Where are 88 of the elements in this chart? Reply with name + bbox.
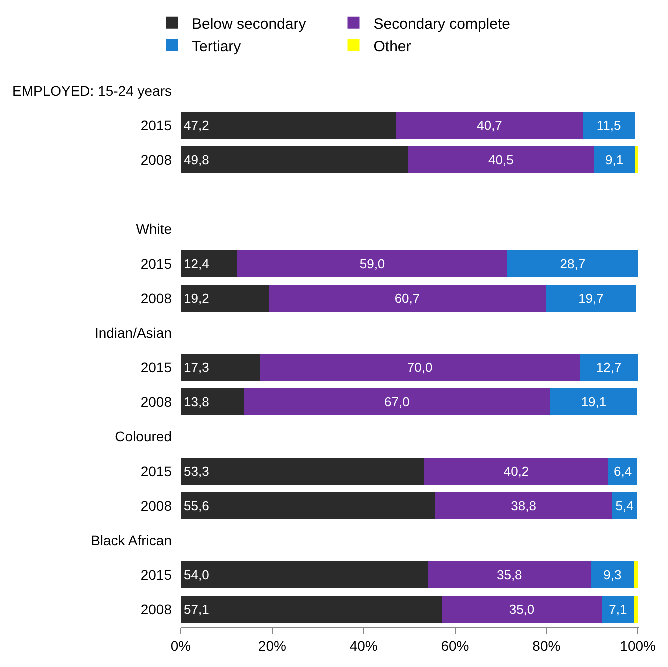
bar [507,250,639,278]
data-label: 35,0 [509,602,535,618]
y-tick-label: EMPLOYED: 15-24 years [12,82,172,99]
data-label: 12,7 [596,360,622,376]
data-label: 55,6 [184,498,210,514]
bar [424,458,608,485]
bar [634,562,638,589]
data-label: 12,4 [184,256,210,272]
bar [408,146,594,174]
x-tick-label: 60% [441,638,470,654]
y-tick-label: Indian/Asian [94,324,172,341]
bar [612,492,638,520]
bar [546,284,636,312]
bar [181,596,442,624]
data-label: 17,3 [184,360,210,376]
data-label: 59,0 [360,256,386,272]
data-label: 40,2 [504,464,530,479]
bar [181,492,436,520]
y-tick-label: 2008 [140,498,172,514]
bar [428,562,592,589]
bar [435,492,612,520]
x-tick-label: 100% [620,638,656,654]
y-tick-label: 2008 [140,602,172,618]
data-label: 49,8 [184,152,210,168]
data-label: 5,4 [616,498,634,514]
legend-label: Secondary complete [374,16,510,33]
data-label: 19,2 [184,290,210,306]
y-tick-label: Coloured [115,428,172,445]
bar [181,388,244,416]
bar [635,146,638,174]
data-label: 67,0 [384,394,410,410]
bar [634,596,638,624]
data-label: 6,4 [614,464,632,479]
bar [181,112,397,140]
data-label: 9,3 [604,568,622,583]
data-label: 40,7 [477,118,502,134]
data-label: 40,5 [488,152,514,168]
y-tick-label: 2015 [140,567,172,584]
data-label: 54,0 [184,568,210,583]
data-label: 38,8 [511,498,536,514]
data-label: 28,7 [560,256,586,272]
y-tick-label: 2008 [140,290,172,306]
x-tick-label: 0% [170,638,192,654]
data-label: 60,7 [394,290,420,306]
legend-label: Other [374,38,412,56]
bar [238,250,508,278]
bar [268,284,546,312]
y-tick-label: 2015 [140,256,172,272]
bar [181,562,428,589]
y-tick-label: White [136,221,172,238]
bar [602,596,634,624]
y-tick-label: Black African [91,532,172,548]
data-label: 9,1 [606,152,624,168]
data-label: 47,2 [184,118,210,134]
bar [442,596,602,624]
data-label: 19,7 [578,290,604,306]
bar [580,354,638,382]
data-label: 11,5 [596,118,622,134]
x-tick-label: 80% [532,638,561,654]
bar [396,112,583,140]
bar [181,354,260,382]
data-label: 35,8 [496,568,522,583]
legend-label: Below secondary [192,16,307,33]
bar [591,562,634,589]
bar [244,388,550,416]
y-tick-label: 2015 [140,463,172,480]
x-tick-label: 40% [350,638,378,654]
data-label: 57,1 [184,602,210,618]
bar [181,146,409,174]
bar [550,388,638,416]
data-label: 7,1 [609,602,628,618]
data-label: 19,1 [581,394,607,410]
bar [181,284,269,312]
y-tick-label: 2015 [140,117,172,134]
legend-label: Tertiary [192,38,242,56]
bar [260,354,580,382]
y-tick-label: 2008 [140,394,172,410]
bar [594,146,636,174]
y-tick-label: 2015 [140,360,172,376]
x-tick-label: 20% [258,638,286,654]
data-label: 13,8 [184,394,210,410]
y-tick-label: 2008 [140,152,172,168]
bar [181,458,425,485]
data-label: 70,0 [407,360,433,376]
bar [608,458,638,485]
bar [582,112,636,140]
bar [181,250,238,278]
data-label: 53,3 [184,464,210,479]
